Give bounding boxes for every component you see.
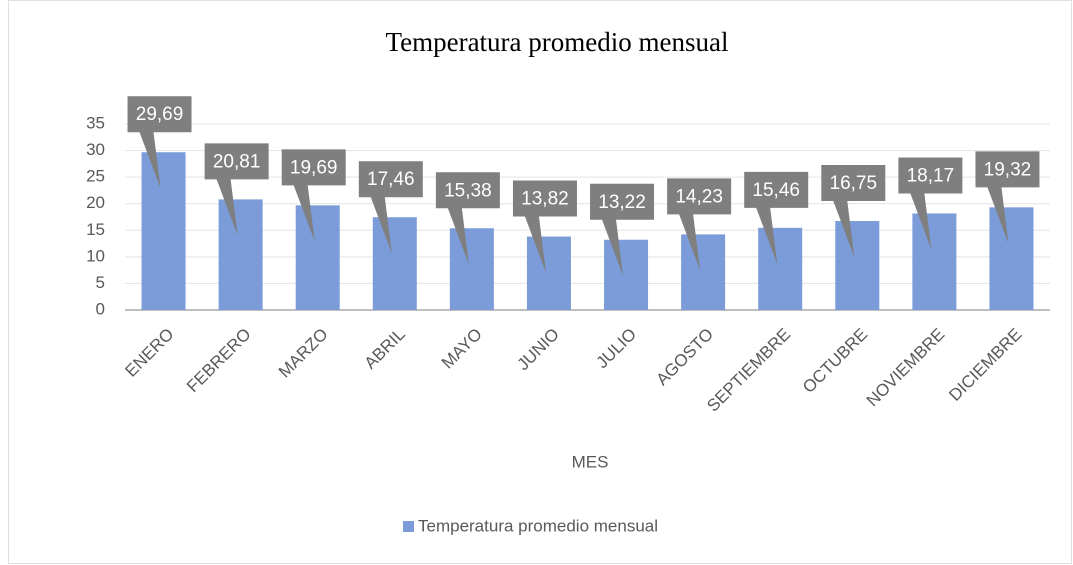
bar [758, 227, 803, 310]
bar [449, 228, 494, 310]
y-tick-label: 0 [96, 299, 105, 318]
callout [975, 151, 1040, 244]
bar [604, 239, 649, 310]
bar [295, 205, 340, 310]
data-label: 17,46 [367, 169, 415, 190]
data-label: 13,22 [598, 192, 646, 213]
callout [512, 180, 577, 273]
bar [835, 220, 880, 310]
bar [372, 217, 417, 310]
data-label: 19,32 [984, 159, 1032, 180]
legend-label: Temperatura promedio mensual [418, 516, 658, 535]
bar [681, 234, 726, 310]
callout [898, 157, 963, 250]
chart-title: Temperatura promedio mensual [386, 27, 729, 57]
data-label: 29,69 [136, 104, 184, 125]
callout [744, 171, 809, 264]
data-label: 15,38 [444, 180, 492, 201]
callout [204, 143, 269, 236]
y-tick-label: 25 [86, 167, 105, 186]
callout [590, 183, 655, 276]
callout [821, 164, 886, 257]
data-label: 19,69 [290, 157, 338, 178]
data-label: 13,82 [521, 189, 569, 210]
x-axis-label: MES [572, 452, 609, 471]
data-label: 14,23 [675, 186, 723, 207]
y-tick-label: 20 [86, 193, 105, 212]
legend-swatch [403, 521, 414, 532]
callout [281, 149, 346, 242]
y-tick-label: 5 [96, 273, 105, 292]
data-label: 16,75 [830, 173, 878, 194]
bar [526, 236, 571, 310]
callout [358, 161, 423, 254]
y-tick-label: 30 [86, 140, 105, 159]
data-label: 18,17 [907, 165, 955, 186]
data-label: 15,46 [752, 180, 800, 201]
callout [435, 172, 500, 265]
callout [667, 178, 732, 271]
y-tick-label: 35 [86, 113, 105, 132]
bar [912, 213, 957, 310]
bar [989, 207, 1034, 310]
y-tick-label: 15 [86, 220, 105, 239]
y-tick-label: 10 [86, 246, 105, 265]
data-label: 20,81 [213, 151, 261, 172]
bar [141, 152, 186, 310]
bar [218, 199, 263, 310]
callout [127, 96, 192, 189]
